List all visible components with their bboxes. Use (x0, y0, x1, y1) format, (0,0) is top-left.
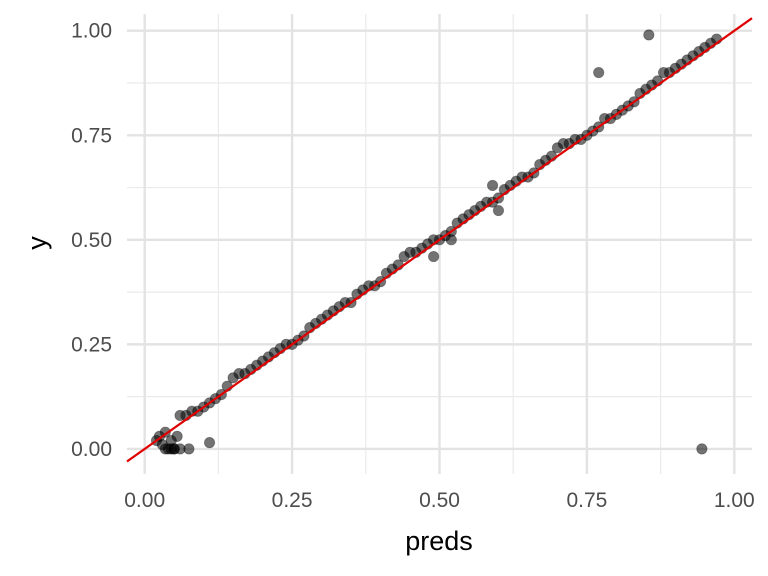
x-tick-label: 0.25 (272, 489, 313, 512)
data-point (643, 29, 655, 41)
x-tick-label: 0.00 (124, 489, 165, 512)
data-point (203, 437, 216, 449)
data-point (428, 250, 440, 263)
y-tick-label: 0.50 (71, 229, 112, 252)
major-gridlines (127, 14, 752, 474)
data-point (486, 179, 499, 192)
data-point (696, 443, 708, 455)
y-axis-ticks: 0.00 0.25 0.50 0.75 1.00 (71, 20, 112, 461)
data-point (492, 204, 505, 217)
data-point (593, 66, 605, 79)
data-point (183, 443, 195, 455)
y-tick-label: 1.00 (71, 20, 112, 43)
x-tick-label: 0.75 (566, 489, 607, 512)
x-axis-ticks: 0.00 0.25 0.50 0.75 1.00 (124, 489, 754, 512)
x-axis-title: preds (405, 526, 473, 556)
y-tick-label: 0.75 (71, 124, 112, 147)
y-tick-label: 0.25 (71, 333, 112, 356)
x-tick-label: 0.50 (419, 489, 460, 512)
data-point (171, 430, 183, 442)
fit-line (126, 17, 753, 463)
data-point (445, 234, 457, 246)
y-axis-title: y (22, 236, 52, 250)
x-tick-label: 1.00 (714, 489, 755, 512)
y-tick-label: 0.00 (71, 438, 112, 461)
